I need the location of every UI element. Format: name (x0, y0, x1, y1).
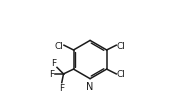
Text: F: F (52, 58, 57, 67)
Text: Cl: Cl (55, 41, 64, 50)
Text: F: F (59, 83, 64, 92)
Text: N: N (86, 82, 94, 92)
Text: Cl: Cl (117, 70, 126, 79)
Text: F: F (49, 70, 54, 79)
Text: Cl: Cl (117, 41, 126, 50)
